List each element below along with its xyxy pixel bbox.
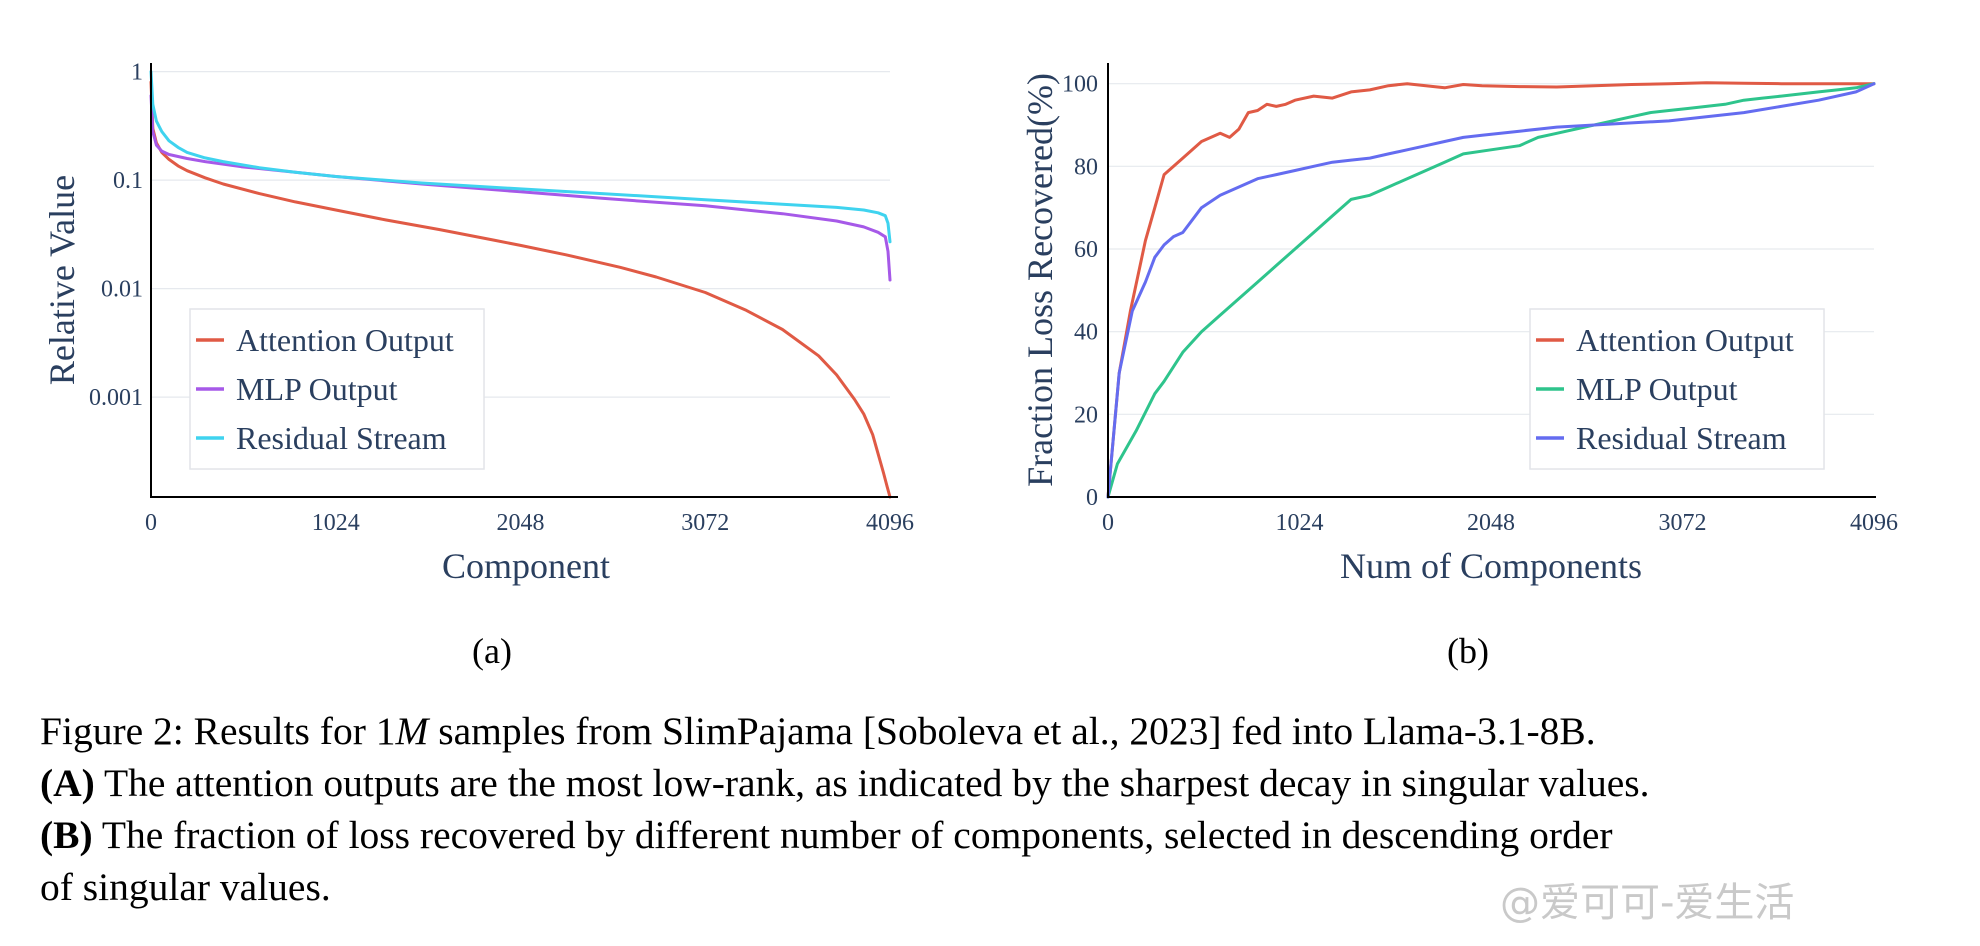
panel-a-x-tick-label: 2048 [497, 510, 545, 536]
panel-b-y-tick-label: 20 [1074, 402, 1098, 428]
panel-a-legend-label: Attention Output [236, 322, 454, 358]
panel-a-y-tick-label: 0.01 [101, 277, 143, 303]
panel-b-label: (b) [1447, 631, 1489, 671]
panel-b-y-tick-label: 40 [1074, 320, 1098, 346]
caption-line-3-text: The fraction of loss recovered by differ… [92, 813, 1613, 857]
panel-a-legend-box [189, 308, 485, 470]
panel-a-x-axis-title: Component [442, 546, 610, 586]
panel-a: 1 0.1 0.01 0.001 0 1024 2048 3072 4096 Componen… [42, 60, 914, 671]
panel-a-label: (a) [472, 631, 512, 671]
panel-b-x-axis-title: Num of Components [1340, 546, 1642, 586]
figure: 1 0.1 0.01 0.001 0 1024 2048 3072 4096 Componen… [42, 60, 1898, 671]
caption-line-1: Figure 2: Results for 1M samples from Sl… [40, 705, 1950, 757]
panel-b-legend-label: Residual Stream [1576, 420, 1787, 456]
caption-line-4-text: of singular values. [40, 865, 331, 909]
panel-b-y-axis-title: Fraction Loss Recovered(%) [1020, 73, 1060, 487]
panel-a-y-ticks: 1 0.1 0.01 0.001 [89, 60, 143, 411]
figure-caption: Figure 2: Results for 1M samples from Sl… [40, 705, 1950, 913]
panel-b-x-tick-label: 1024 [1276, 510, 1324, 536]
caption-label-a: (A) [40, 761, 95, 805]
panel-b-series-mlp-output [1106, 82, 1876, 499]
panel-b-legend-label: MLP Output [1576, 371, 1738, 407]
panel-b-legend-box [1529, 308, 1825, 470]
panel-a-x-tick-label: 1024 [312, 510, 360, 536]
panel-b-x-tick-label: 3072 [1659, 510, 1707, 536]
caption-line-4: of singular values. [40, 861, 1950, 913]
panel-b-y-tick-label: 100 [1062, 72, 1098, 98]
panel-a-x-tick-label: 0 [145, 510, 157, 536]
caption-line-2-text: The attention outputs are the most low-r… [94, 761, 1650, 805]
panel-b-legend: Attention Output MLP Output Residual Strea… [1529, 308, 1825, 470]
caption-line-1-suffix: samples from SlimPajama [Soboleva et al.… [428, 709, 1596, 753]
panel-a-series-attention-output [149, 80, 892, 499]
panel-b-legend-label: Attention Output [1576, 322, 1794, 358]
panel-a-x-tick-label: 3072 [681, 510, 729, 536]
panel-b-y-tick-label: 80 [1074, 154, 1098, 180]
watermark: @爱可可-爱生活 [1500, 880, 1795, 926]
panel-a-legend-label: Residual Stream [236, 420, 447, 456]
panel-b-y-tick-label: 60 [1074, 237, 1098, 263]
caption-line-2: (A) The attention outputs are the most l… [40, 757, 1950, 809]
panel-a-x-ticks: 0 1024 2048 3072 4096 [145, 510, 914, 536]
panel-b-series-attention-output [1106, 81, 1876, 499]
panel-a-legend: Attention Output MLP Output Residual Strea… [189, 308, 485, 470]
panel-a-lines [149, 70, 892, 499]
panel-a-y-tick-label: 1 [131, 60, 143, 86]
panel-b-x-tick-label: 2048 [1467, 510, 1515, 536]
panel-b-lines [1106, 81, 1876, 499]
panel-a-y-tick-label: 0.1 [113, 168, 143, 194]
panel-b-x-tick-label: 4096 [1850, 510, 1898, 536]
panel-b: 0 20 40 60 80 100 0 1024 2048 3072 4096 Num of Co… [1020, 63, 1898, 671]
caption-math-m: M [395, 709, 429, 753]
panel-b-y-tick-label: 0 [1086, 485, 1098, 511]
panel-a-x-tick-label: 4096 [866, 510, 914, 536]
panel-b-y-ticks: 0 20 40 60 80 100 [1062, 72, 1098, 511]
panel-b-series-residual-stream [1106, 82, 1876, 499]
panel-a-y-axis-title: Relative Value [42, 175, 82, 385]
panel-b-x-ticks: 0 1024 2048 3072 4096 [1102, 510, 1898, 536]
panel-a-y-tick-label: 0.001 [89, 385, 143, 411]
panel-a-series-residual-stream [149, 70, 892, 244]
panel-b-x-tick-label: 0 [1102, 510, 1114, 536]
caption-line-1-prefix: Figure 2: Results for 1 [40, 709, 396, 753]
caption-label-b: (B) [40, 813, 93, 857]
panel-a-legend-label: MLP Output [236, 371, 398, 407]
caption-line-3: (B) The fraction of loss recovered by di… [40, 809, 1950, 861]
